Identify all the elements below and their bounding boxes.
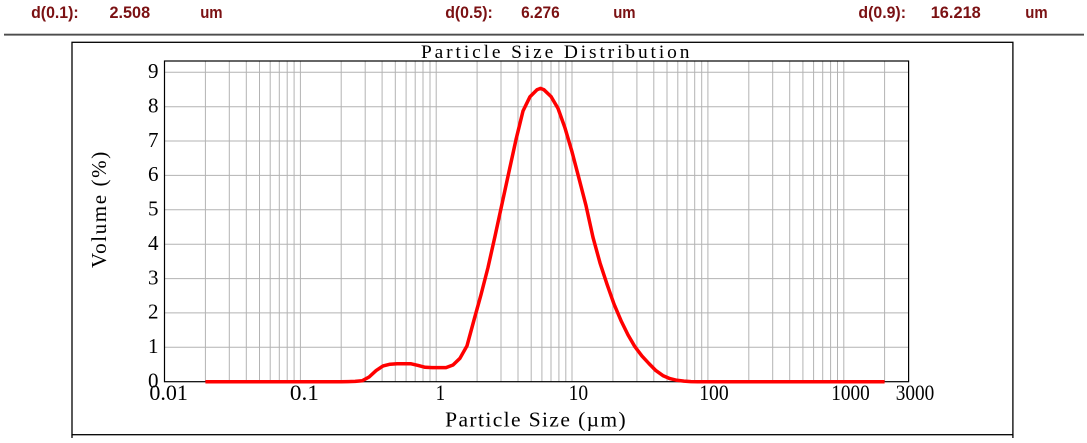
svg-text:d(0.9):: d(0.9):	[858, 4, 906, 22]
svg-text:um: um	[1025, 4, 1047, 22]
svg-text:0.1: 0.1	[290, 380, 319, 405]
svg-text:2: 2	[148, 300, 159, 324]
svg-text:100: 100	[699, 380, 729, 405]
svg-text:0: 0	[148, 369, 159, 393]
svg-text:1: 1	[436, 380, 446, 405]
svg-text:1000: 1000	[831, 380, 870, 405]
svg-text:um: um	[613, 4, 635, 22]
svg-text:16.218: 16.218	[931, 4, 981, 22]
svg-text:Particle Size (µm): Particle Size (µm)	[445, 408, 626, 432]
svg-text:um: um	[200, 4, 222, 22]
svg-text:5: 5	[148, 197, 159, 221]
svg-text:1: 1	[148, 334, 159, 358]
svg-text:10: 10	[569, 380, 589, 405]
svg-text:9: 9	[148, 59, 159, 83]
svg-text:6: 6	[148, 162, 159, 186]
svg-text:6.276: 6.276	[521, 4, 560, 22]
svg-text:d(0.5):: d(0.5):	[445, 4, 493, 22]
svg-text:Volume (%): Volume (%)	[87, 152, 111, 268]
svg-text:d(0.1):: d(0.1):	[31, 4, 79, 22]
svg-text:4: 4	[148, 231, 159, 255]
svg-text:8: 8	[148, 94, 159, 118]
svg-text:7: 7	[148, 128, 159, 152]
svg-text:2.508: 2.508	[110, 4, 151, 22]
svg-text:0.01: 0.01	[149, 380, 188, 405]
svg-text:3: 3	[148, 265, 159, 289]
svg-text:3000: 3000	[896, 380, 935, 405]
